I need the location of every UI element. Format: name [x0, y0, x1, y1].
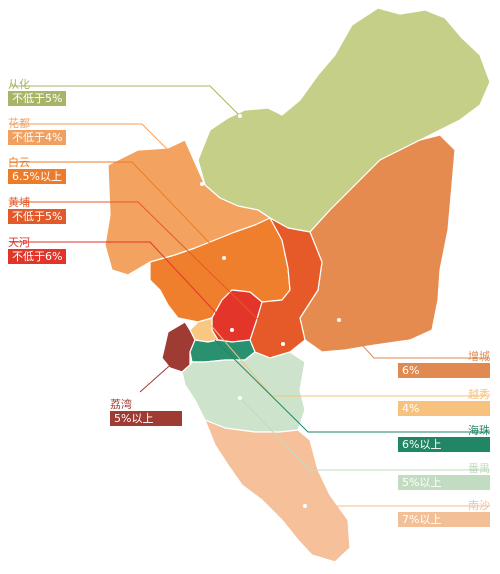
region-nansha [204, 419, 351, 563]
growth-target: 不低于4% [8, 130, 67, 145]
label-haizhu: 海珠 6%以上 [398, 424, 490, 452]
label-huangpu: 黄埔 不低于5% [8, 196, 67, 224]
label-tianhe: 天河 不低于6% [8, 236, 67, 264]
district-name: 黄埔 [8, 196, 30, 209]
growth-target: 4% [398, 401, 490, 416]
label-zengcheng: 增城 6% [398, 350, 490, 378]
growth-target: 7%以上 [398, 512, 490, 527]
growth-target: 6%以上 [398, 437, 490, 452]
marker-panyu [238, 396, 242, 400]
marker-nansha [303, 504, 307, 508]
district-name: 天河 [8, 236, 30, 249]
district-name: 从化 [8, 78, 30, 91]
marker-conghua [238, 114, 242, 118]
growth-target: 不低于6% [8, 249, 67, 264]
region-haizhu [189, 339, 256, 363]
label-baiyun: 白云 6.5%以上 [8, 156, 66, 184]
district-name: 番禺 [468, 462, 490, 475]
label-yuexiu: 越秀 4% [398, 388, 490, 416]
label-panyu: 番禺 5%以上 [398, 462, 490, 490]
marker-tianhe [230, 328, 234, 332]
marker-zengcheng [337, 318, 341, 322]
district-name: 越秀 [468, 388, 490, 401]
growth-target: 5%以上 [398, 475, 490, 490]
district-name: 白云 [8, 156, 30, 169]
leader-liwan [139, 359, 177, 393]
district-name: 南沙 [468, 499, 490, 512]
growth-target: 不低于5% [8, 209, 67, 224]
region-zengcheng [299, 134, 456, 353]
label-huadu: 花都 不低于4% [8, 117, 67, 145]
leader-conghua [10, 85, 241, 117]
marker-huadu [200, 182, 204, 186]
leader-huangpu [10, 201, 284, 345]
leader-zengcheng [338, 319, 490, 359]
district-name: 花都 [8, 117, 30, 130]
growth-target: 不低于5% [8, 91, 67, 106]
marker-huangpu [281, 342, 285, 346]
leader-baiyun [10, 161, 225, 259]
district-name: 荔湾 [110, 398, 132, 411]
leader-tianhe [10, 241, 233, 331]
region-panyu [181, 351, 306, 433]
growth-target: 6% [398, 363, 490, 378]
label-conghua: 从化 不低于5% [8, 78, 67, 106]
leader-haizhu [214, 339, 490, 433]
leader-panyu [239, 397, 490, 471]
growth-target: 6.5%以上 [8, 169, 66, 184]
marker-baiyun [222, 256, 226, 260]
district-name: 增城 [468, 350, 490, 363]
leader-huadu [10, 123, 203, 185]
district-name: 海珠 [468, 424, 490, 437]
label-nansha: 南沙 7%以上 [398, 499, 490, 527]
growth-target: 5%以上 [110, 411, 182, 426]
label-liwan: 荔湾 5%以上 [110, 398, 182, 426]
